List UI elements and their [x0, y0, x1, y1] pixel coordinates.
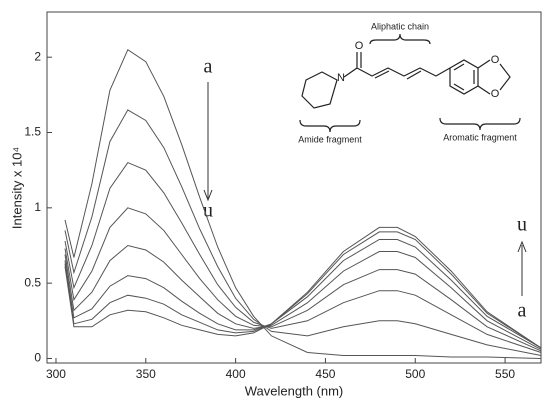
spectrum-line [64, 239, 542, 349]
spectrum-line [64, 161, 542, 353]
inset-label: Aliphatic chain [371, 21, 429, 31]
molecule [299, 33, 521, 133]
spectrum-line [64, 244, 542, 350]
spectrum-line [64, 226, 542, 349]
inset-label: Amide fragment [298, 134, 362, 144]
x-tick-label: 400 [226, 367, 246, 381]
spectrum-line [64, 207, 542, 352]
atom-label: O [491, 54, 500, 66]
inset-label: Aromatic fragment [443, 132, 517, 142]
y-tick-label: 0 [34, 351, 41, 365]
x-tick-label: 350 [136, 367, 156, 381]
y-axis-label: Intensity x 10⁴ [9, 147, 24, 229]
annotation: u [203, 200, 213, 222]
annotation: a [518, 300, 527, 322]
x-axis-label: Wavelength (nm) [245, 383, 344, 398]
y-tick-label: 1.5 [24, 125, 41, 139]
y-tick-label: 0.5 [24, 275, 41, 289]
spectrum-line [64, 231, 542, 349]
arrow-head [203, 189, 213, 202]
arrow-head [517, 240, 527, 253]
atom-label: O [355, 40, 364, 52]
x-tick-label: 300 [46, 367, 66, 381]
annotation: u [517, 214, 527, 236]
annotation: a [204, 56, 213, 78]
y-tick-label: 2 [34, 49, 41, 63]
y-tick-label: 1 [34, 200, 41, 214]
atom-label: O [491, 88, 500, 100]
plot-frame [46, 11, 542, 364]
x-tick-label: 500 [405, 367, 425, 381]
spectrum-line [64, 109, 542, 356]
x-tick-label: 550 [495, 367, 515, 381]
atom-label: N [337, 72, 345, 84]
x-tick-label: 450 [315, 367, 335, 381]
spectrum-line [64, 48, 542, 359]
